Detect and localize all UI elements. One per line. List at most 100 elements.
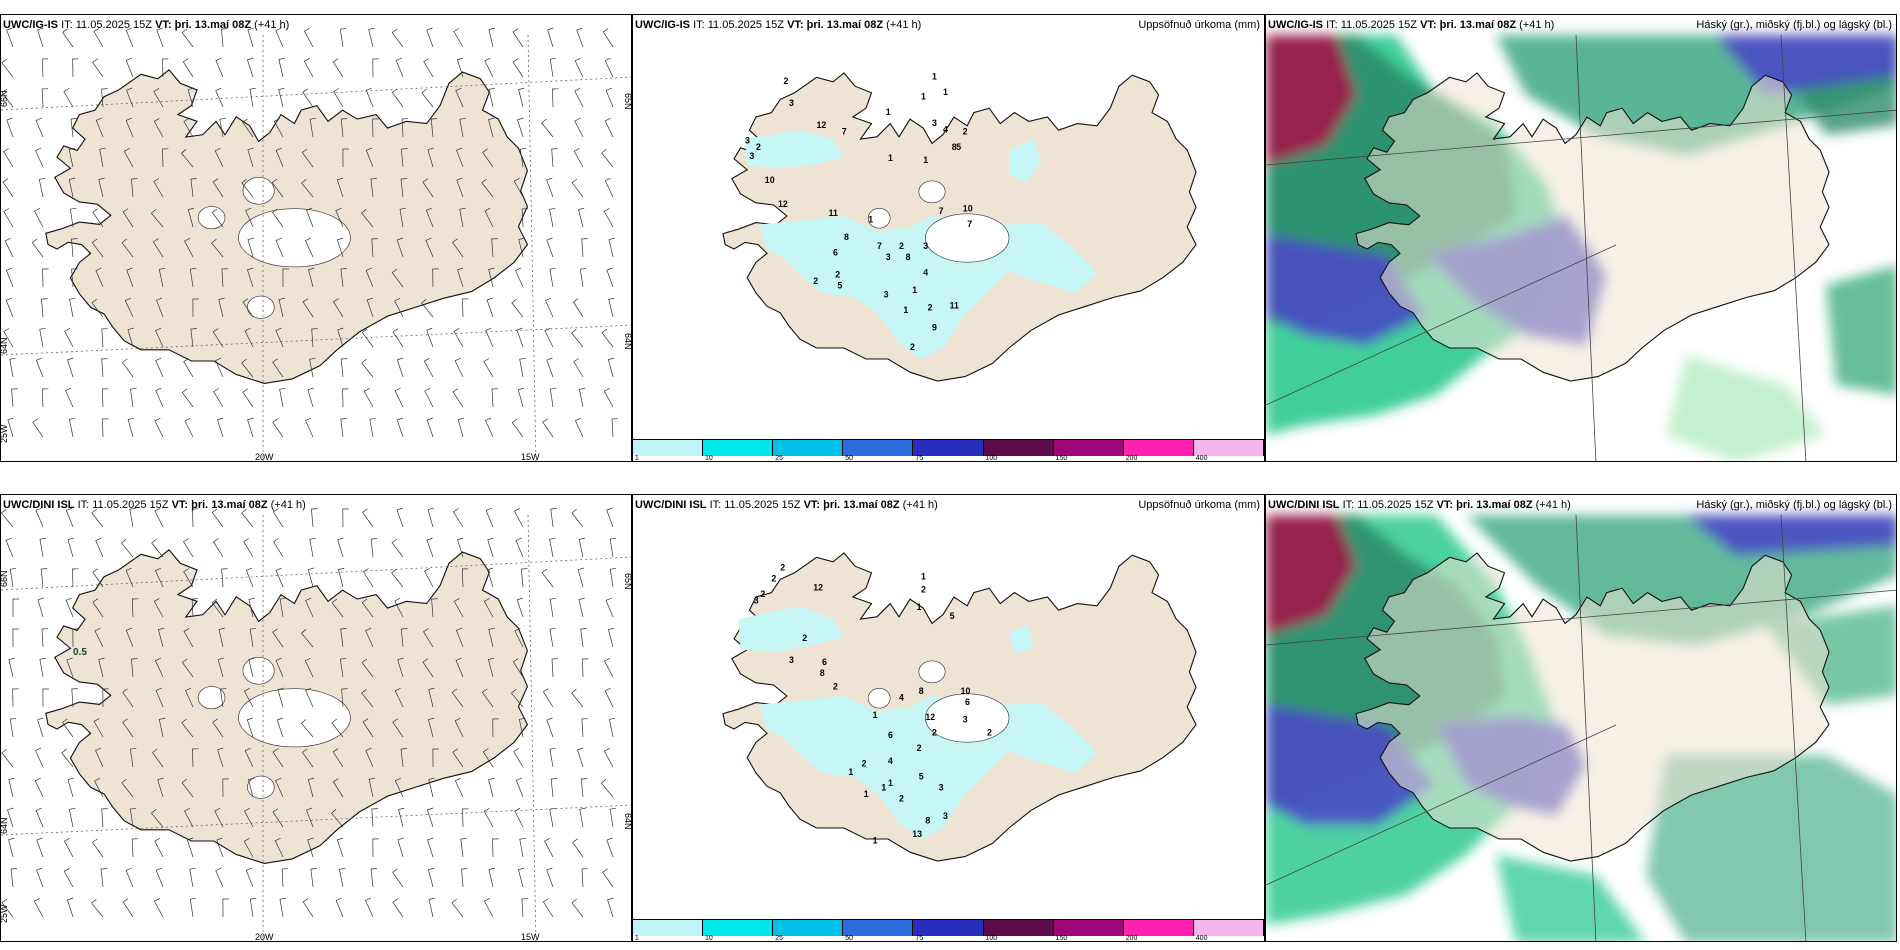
- wind-barb: [601, 328, 614, 348]
- precip-colorbar: 1 10 25 50 75 100 150 200 400: [633, 439, 1264, 461]
- wind-barb: [310, 868, 317, 888]
- wind-barb: [154, 507, 164, 528]
- precip-value-label: 8: [925, 816, 930, 826]
- precip-value-label: 1: [868, 215, 873, 225]
- wind-barb: [5, 267, 14, 288]
- wind-barb: [365, 897, 374, 918]
- wind-barb: [363, 568, 374, 588]
- wind-barb: [337, 567, 345, 588]
- colorbar-tick-label: 10: [705, 935, 713, 942]
- wind-barb: [212, 178, 224, 198]
- colorbar-tick-label: 25: [775, 935, 783, 942]
- wind-barb: [248, 597, 255, 618]
- wind-barb: [92, 838, 104, 858]
- wind-barb: [481, 178, 494, 198]
- wind-barb: [275, 777, 284, 798]
- lon-label-20: 20W: [255, 452, 274, 462]
- wind-barb: [121, 238, 134, 258]
- wind-barb: [282, 268, 289, 288]
- wind-barb: [604, 657, 614, 678]
- wind-barb: [424, 387, 434, 408]
- wind-barb: [181, 658, 194, 678]
- wind-barb: [92, 58, 104, 78]
- wind-barb: [65, 387, 74, 408]
- wind-barb: [608, 237, 615, 258]
- wind-barb: [242, 388, 254, 408]
- wind-barb: [396, 357, 404, 378]
- colorbar-tick-label: 200: [1125, 455, 1138, 462]
- wind-barb: [392, 328, 404, 348]
- wind-barb: [190, 178, 197, 198]
- precip-value-label: 7: [877, 241, 882, 251]
- wind-barb: [157, 627, 165, 648]
- wind-barb: [122, 358, 134, 378]
- wind-barb: [212, 538, 224, 558]
- wind-barb: [211, 598, 224, 618]
- wind-barb: [1, 509, 14, 528]
- wind-barb: [455, 87, 464, 108]
- wind-barb: [6, 27, 14, 48]
- lat-label-right-64: 64N: [623, 813, 632, 830]
- wind-barb: [35, 747, 44, 768]
- wind-barb: [336, 237, 344, 258]
- colorbar-swatch: [773, 440, 844, 456]
- wind-barb: [35, 117, 44, 138]
- model-name: UWC/IG-IS: [635, 19, 690, 31]
- precip-panel-dini: UWC/DINI ISL IT: 11.05.2025 15Z VT: þri.…: [632, 494, 1265, 942]
- wind-barb: [91, 298, 104, 318]
- wind-barb: [272, 508, 284, 528]
- wind-barb: [64, 837, 74, 858]
- wind-barb: [309, 537, 316, 558]
- wind-barb: [339, 657, 347, 678]
- wind-barb: [155, 867, 164, 888]
- wind-barb: [4, 237, 14, 258]
- colorbar-tick-label: 150: [1055, 935, 1068, 942]
- wind-barb: [511, 298, 524, 318]
- wind-barb: [153, 178, 164, 198]
- wind-barb: [456, 57, 464, 78]
- wind-barb: [214, 147, 224, 168]
- wind-barb: [5, 297, 14, 318]
- wind-barb: [336, 837, 344, 858]
- wind-barb: [3, 148, 14, 168]
- colorbar-swatch: [633, 920, 704, 936]
- lon-label-25: 25W: [1, 904, 9, 923]
- wind-barb: [41, 88, 49, 108]
- wind-barb: [423, 628, 434, 648]
- precip-value-label: 1: [886, 107, 891, 117]
- wind-barb: [544, 327, 554, 348]
- precip-value-label: 4: [899, 692, 904, 702]
- wind-barb: [246, 717, 254, 738]
- wind-barb: [340, 418, 347, 438]
- wind-barb: [372, 838, 379, 858]
- wind-barb: [94, 777, 104, 798]
- wind-barb: [514, 807, 524, 828]
- wind-barb: [98, 657, 105, 678]
- wind-barb: [333, 88, 344, 108]
- wind-barb: [370, 868, 377, 888]
- wind-barb: [272, 748, 284, 768]
- precip-value-label: 10: [961, 686, 971, 696]
- wind-barb: [33, 897, 44, 918]
- wind-barb: [514, 507, 524, 528]
- precip-value-label: 1: [923, 155, 928, 165]
- wind-barb: [101, 88, 108, 108]
- wind-barb: [487, 537, 494, 558]
- precip-value-label: 8: [919, 686, 924, 696]
- wind-barb: [11, 388, 18, 408]
- wind-barb: [391, 538, 404, 558]
- precip-title: Uppsöfnuð úrkoma (mm): [1138, 19, 1260, 31]
- colorbar-swatch: [773, 920, 844, 936]
- wind-barb: [428, 687, 435, 708]
- wind-barb: [247, 777, 255, 798]
- wind-barb: [459, 207, 466, 228]
- wind-barb: [427, 717, 435, 738]
- precip-value-label: 9: [932, 322, 937, 332]
- wind-barb: [422, 178, 434, 198]
- wind-barb: [546, 867, 554, 888]
- wind-barb: [70, 207, 77, 228]
- vt-label: VT:: [1436, 499, 1454, 511]
- wind-barb: [34, 777, 44, 798]
- precip-value-label: 3: [789, 98, 794, 108]
- wind-barb: [124, 297, 134, 318]
